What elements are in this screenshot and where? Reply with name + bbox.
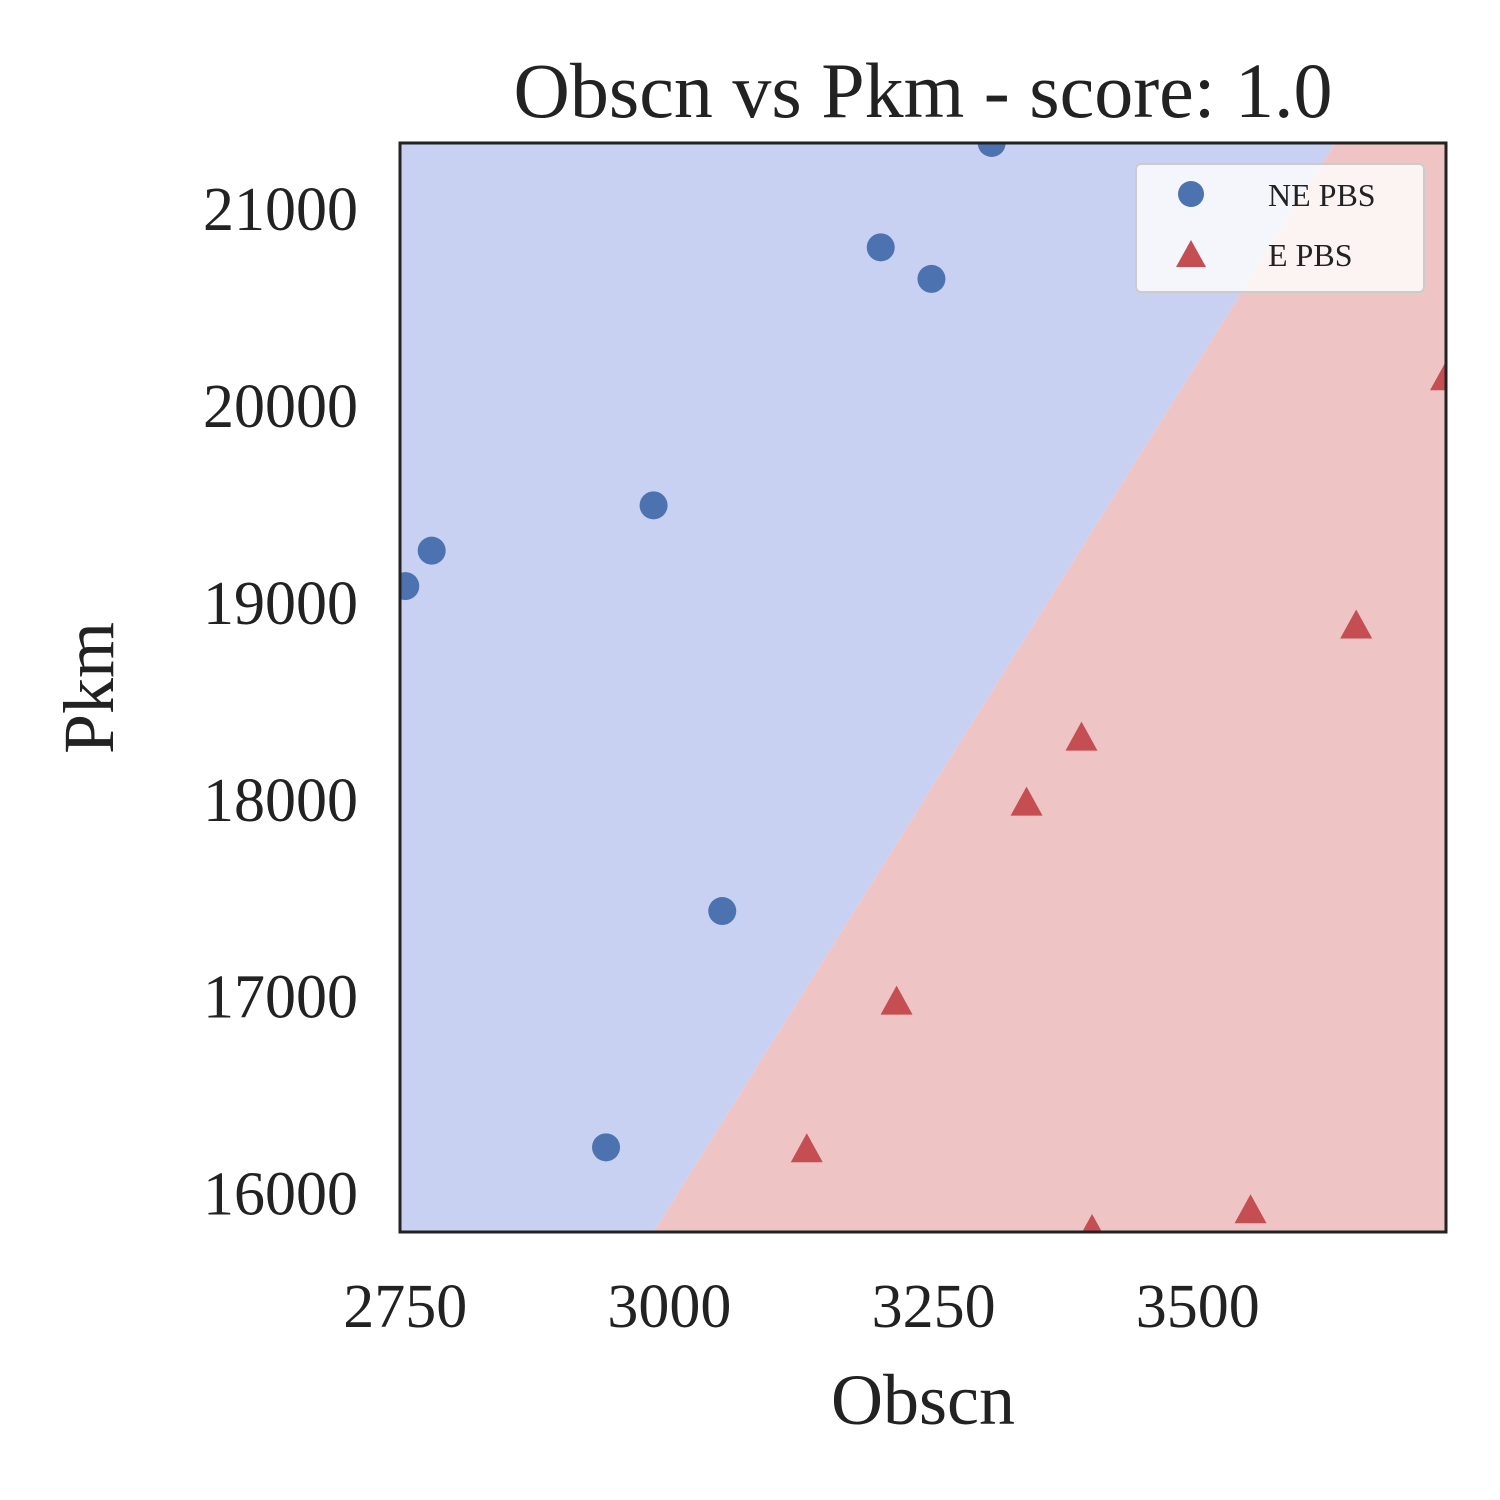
x-axis-ticks: 2750 3000 3250 3500: [343, 1273, 1259, 1341]
y-axis-label: Pkm: [49, 622, 129, 754]
point-e-pbs: [790, 1133, 823, 1163]
point-ne-pbs: [866, 233, 895, 262]
region-e-pbs: [653, 143, 1446, 1232]
point-e-pbs: [1234, 1194, 1267, 1224]
legend-marker-ne-pbs: [1178, 181, 1204, 207]
x-tick-label: 3500: [1136, 1273, 1260, 1341]
point-ne-pbs: [417, 536, 446, 565]
point-e-pbs: [1010, 786, 1043, 816]
legend-label-ne-pbs: NE PBS: [1268, 177, 1376, 213]
y-axis-ticks: 16000 17000 18000 19000 20000 21000: [203, 176, 358, 1229]
y-tick-label: 18000: [203, 767, 358, 835]
point-ne-pbs: [592, 1133, 621, 1162]
point-e-pbs: [1340, 609, 1373, 639]
point-ne-pbs: [917, 264, 946, 293]
y-tick-label: 17000: [203, 964, 358, 1032]
y-tick-label: 20000: [203, 373, 358, 441]
point-ne-pbs: [977, 143, 1006, 157]
point-e-pbs: [1065, 721, 1098, 751]
plot-frame: [398, 141, 1448, 1234]
point-ne-pbs: [400, 572, 420, 601]
chart-title: Obscn vs Pkm - score: 1.0: [514, 47, 1333, 134]
region-ne-pbs: [400, 143, 1336, 1232]
data-points: [400, 143, 1446, 1232]
x-tick-label: 3000: [607, 1273, 731, 1341]
legend-box: [1135, 163, 1425, 293]
legend-marker-e-pbs: [1176, 240, 1206, 267]
legend-label-e-pbs: E PBS: [1268, 237, 1352, 273]
legend: NE PBS E PBS: [1135, 163, 1425, 293]
point-e-pbs: [880, 985, 913, 1015]
y-tick-label: 21000: [203, 176, 358, 244]
point-e-pbs: [1430, 361, 1446, 391]
y-tick-label: 19000: [203, 570, 358, 638]
point-ne-pbs: [708, 897, 737, 926]
point-ne-pbs: [639, 491, 668, 520]
point-e-pbs: [1082, 1214, 1102, 1232]
x-axis-label: Obscn: [831, 1360, 1015, 1440]
y-tick-label: 16000: [203, 1161, 358, 1229]
x-tick-label: 3250: [872, 1273, 996, 1341]
x-tick-label: 2750: [343, 1273, 467, 1341]
